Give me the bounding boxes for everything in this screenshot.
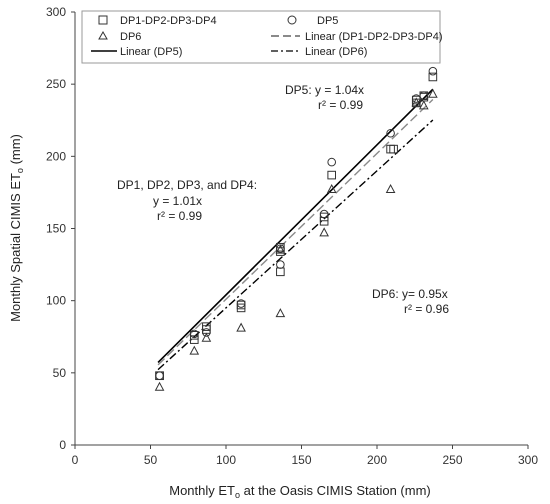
circle-marker-point (236, 299, 246, 308)
annotation-dp5-r2: r² = 0.99 (318, 98, 363, 112)
square-marker-point (327, 170, 336, 180)
x-tick-label: 100 (216, 453, 236, 467)
legend-square-marker (98, 15, 108, 25)
legend: DP1-DP2-DP3-DP4 DP5 DP6 Linear (DP1-DP2-… (81, 10, 443, 64)
x-tick-label: 250 (442, 453, 462, 467)
x-tick-label: 50 (144, 453, 158, 467)
legend-dp1-4: DP1-DP2-DP3-DP4 (120, 15, 217, 27)
triangle-marker-point (411, 97, 422, 107)
circle-marker-point (276, 260, 285, 269)
circle-marker-point (419, 91, 429, 101)
triangle-marker-point (385, 183, 396, 194)
annotation-dp5-equation: DP5: y = 1.04x (285, 83, 364, 97)
legend-linear-dp6: Linear (DP6) (305, 46, 367, 58)
triangle-marker-point (201, 332, 212, 342)
data-points (154, 66, 438, 391)
y-tick-label: 50 (53, 366, 67, 380)
triangle-marker-point (275, 308, 286, 318)
trendline-solid (157, 88, 434, 364)
trendlines (157, 88, 434, 371)
legend-linear-dp1-4: Linear (DP1-DP2-DP3-DP4) (305, 31, 443, 43)
annotation-dp6-r2: r² = 0.96 (404, 302, 449, 316)
square-marker-point (386, 144, 395, 154)
annotation-dp1-4-r2: r² = 0.99 (157, 209, 202, 223)
annotation-dp1-4-equation: y = 1.01x (153, 194, 202, 208)
triangle-marker-point (236, 322, 246, 332)
triangle-marker-point (275, 244, 286, 254)
legend-linear-dp5: Linear (DP5) (120, 46, 182, 58)
x-tick-label: 150 (291, 453, 311, 467)
circle-marker-point (202, 328, 211, 337)
x-tick-label: 300 (518, 453, 538, 467)
triangle-marker-point (418, 100, 429, 110)
y-tick-label: 0 (59, 438, 66, 452)
square-marker-point (428, 72, 438, 82)
square-marker-point (276, 267, 285, 277)
legend-dp5: DP5 (317, 15, 338, 27)
square-marker-point (189, 335, 199, 344)
trendline-dash (157, 99, 434, 366)
x-tick-label: 0 (72, 453, 79, 467)
y-tick-label: 300 (46, 5, 66, 19)
square-marker-point (319, 212, 329, 222)
circle-marker-point (411, 94, 421, 103)
circle-marker-point (428, 66, 438, 76)
triangle-marker-point (319, 227, 329, 237)
annotation-dp1-4-title: DP1, DP2, DP3, and DP4: (117, 178, 257, 192)
legend-triangle-marker (98, 30, 108, 40)
legend-circle-marker (287, 15, 297, 25)
circle-marker-point (155, 371, 164, 381)
x-axis-title: Monthly ETo at the Oasis CIMIS Station (… (169, 483, 430, 500)
x-tick-label: 200 (367, 453, 387, 467)
circle-marker-point (189, 329, 199, 339)
triangle-marker-point (154, 381, 165, 391)
circle-marker-point (386, 128, 395, 138)
y-tick-label: 100 (46, 294, 66, 308)
y-tick-label: 250 (46, 77, 66, 91)
triangle-marker-point (326, 183, 337, 194)
legend-dp6: DP6 (120, 31, 141, 43)
triangle-marker-point (189, 345, 200, 355)
circle-marker-point (319, 209, 329, 219)
triangle-marker-point (428, 88, 438, 98)
y-axis-title: Monthly Spatial CIMIS ETo (mm) (8, 134, 25, 322)
square-marker-point (236, 303, 246, 313)
circle-marker-point (327, 157, 337, 167)
y-tick-label: 150 (46, 222, 66, 236)
axes: 0 50 100 150 200 250 300 0 50 100 150 200 250 300 (46, 5, 538, 467)
square-marker-point (389, 144, 398, 154)
y-tick-label: 200 (46, 149, 66, 163)
square-marker-point (276, 247, 285, 256)
trendline-dashdot (157, 119, 434, 371)
annotation-dp6-equation: DP6: y= 0.95x (372, 287, 448, 301)
